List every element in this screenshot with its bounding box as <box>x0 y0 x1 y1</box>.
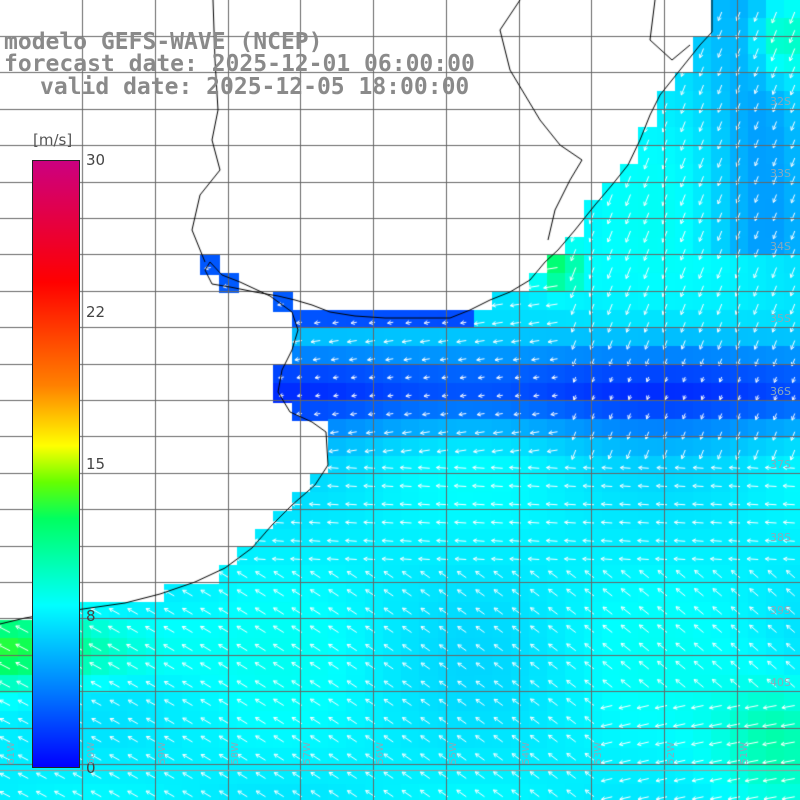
lat-label-37s: 37S <box>770 458 791 471</box>
lon-label-54w: 54W <box>521 742 532 765</box>
colorbar-tick-22: 22 <box>86 303 106 321</box>
lon-label-60w: 60W <box>86 742 97 765</box>
lat-label-36s: 36S <box>770 385 791 398</box>
colorbar-tick-30: 30 <box>86 151 106 169</box>
lon-label-51w: 51W <box>739 742 750 765</box>
lat-label-33s: 33S <box>770 167 791 180</box>
lon-label-55w: 55W <box>448 742 459 765</box>
lon-label-53w: 53W <box>593 742 604 765</box>
lon-label-59w: 59W <box>157 742 168 765</box>
colorbar-tick-15: 15 <box>86 455 106 473</box>
lat-label-39s: 39S <box>770 604 791 617</box>
colorbar-tick-0: 0 <box>86 759 96 777</box>
colorbar-unit: [m/s] <box>33 131 73 149</box>
lat-label-35s: 35S <box>770 312 791 325</box>
lon-label-52w: 52W <box>666 742 677 765</box>
lat-label-38s: 38S <box>770 531 791 544</box>
colorbar-tick-8: 8 <box>86 607 96 625</box>
lon-label-57w: 57W <box>302 742 313 765</box>
lon-label-56w: 56W <box>375 742 386 765</box>
colorbar <box>32 160 80 768</box>
forecast-date: forecast date: 2025-12-01 06:00:00 <box>4 51 475 77</box>
lat-label-34s: 34S <box>770 240 791 253</box>
lon-label-61w: 61W <box>6 742 17 765</box>
lon-label-58w: 58W <box>230 742 241 765</box>
valid-date: valid date: 2025-12-05 18:00:00 <box>40 74 470 100</box>
lat-label-32s: 32S <box>770 95 791 108</box>
model-title: modelo GEFS-WAVE (NCEP) <box>4 29 323 55</box>
lat-label-40s: 40S <box>770 676 791 689</box>
